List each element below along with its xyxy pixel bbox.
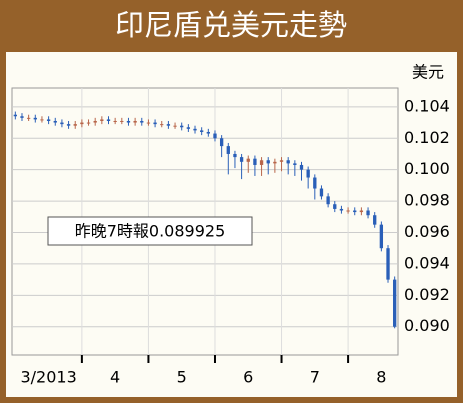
candle-body [20,116,24,118]
x-tick-label: 7 [310,368,320,387]
y-tick-label: 0.090 [404,316,450,335]
candle-body [60,122,64,125]
candle-body [373,215,377,225]
candle-body [166,124,171,126]
candle-body [313,177,317,189]
annotation-box [47,216,253,246]
y-tick-label: 0.096 [404,222,450,241]
y-tick-label: 0.104 [404,96,450,115]
candle-body [206,131,210,134]
candle-body [113,120,117,122]
plot-area [11,87,399,356]
candles [13,111,397,329]
candle-body [93,120,97,123]
candle-body [346,210,350,212]
candle-body [386,248,390,280]
candle-body [246,158,250,162]
x-tick-label: 6 [243,368,253,387]
candle-body [299,164,304,170]
candle-body [333,204,337,209]
y-tick-label: 0.100 [404,159,450,178]
candle-body [193,128,197,131]
candle-body [100,119,104,121]
candle-body [160,124,164,126]
candle-body [140,120,144,123]
candle-body [239,157,244,162]
candle-body [213,133,217,139]
candle-body [393,279,397,327]
x-tick-label: 8 [376,368,386,387]
candle-body [13,114,17,117]
candle-body [326,196,330,205]
candle-body [120,120,124,122]
annotation: 昨晚7時報0.089925 [75,222,226,241]
y-tick-label: 0.094 [404,253,450,272]
candle-body [200,130,204,132]
candle-body [106,119,111,121]
candle-body [286,160,290,164]
x-tick-label: 4 [110,368,120,387]
candle-body [253,158,257,165]
candle-body [359,210,364,213]
y-tick-label: 0.092 [404,285,450,304]
candle-body [293,163,297,165]
candle-body [306,169,310,178]
candle-body [33,117,37,120]
candle-body [146,122,151,124]
y-unit: 美元 [412,63,444,82]
candle-body [379,224,384,249]
y-tick-label: 0.098 [404,191,450,210]
candle-body [226,146,230,154]
x-tick-label: 5 [177,368,187,387]
candle-body [26,117,31,119]
candle-body [80,122,84,125]
candle-body [86,122,91,124]
candle-body [153,122,157,125]
candle-body [233,153,237,158]
candle-body [266,160,270,164]
candle-body [133,120,137,123]
candle-body [173,125,177,127]
candle-body [66,124,71,126]
candle-body [40,119,44,121]
candle-body [219,138,224,147]
candle-body [319,188,324,197]
x-tick-label: 3/2013 [20,368,76,387]
candle-body [339,208,344,211]
candle-body [353,210,357,213]
candle-body [126,120,131,123]
candle-body [279,160,284,162]
candle-body [73,124,77,126]
y-tick-label: 0.102 [404,128,450,147]
candle-body [366,210,370,216]
candle-body [180,125,184,128]
candle-body [259,160,264,165]
candle-body [46,119,51,121]
chart-title: 印尼盾兑美元走勢 [115,8,347,42]
candle-body [186,127,191,129]
candle-body [273,161,277,164]
candle-body [53,120,57,123]
